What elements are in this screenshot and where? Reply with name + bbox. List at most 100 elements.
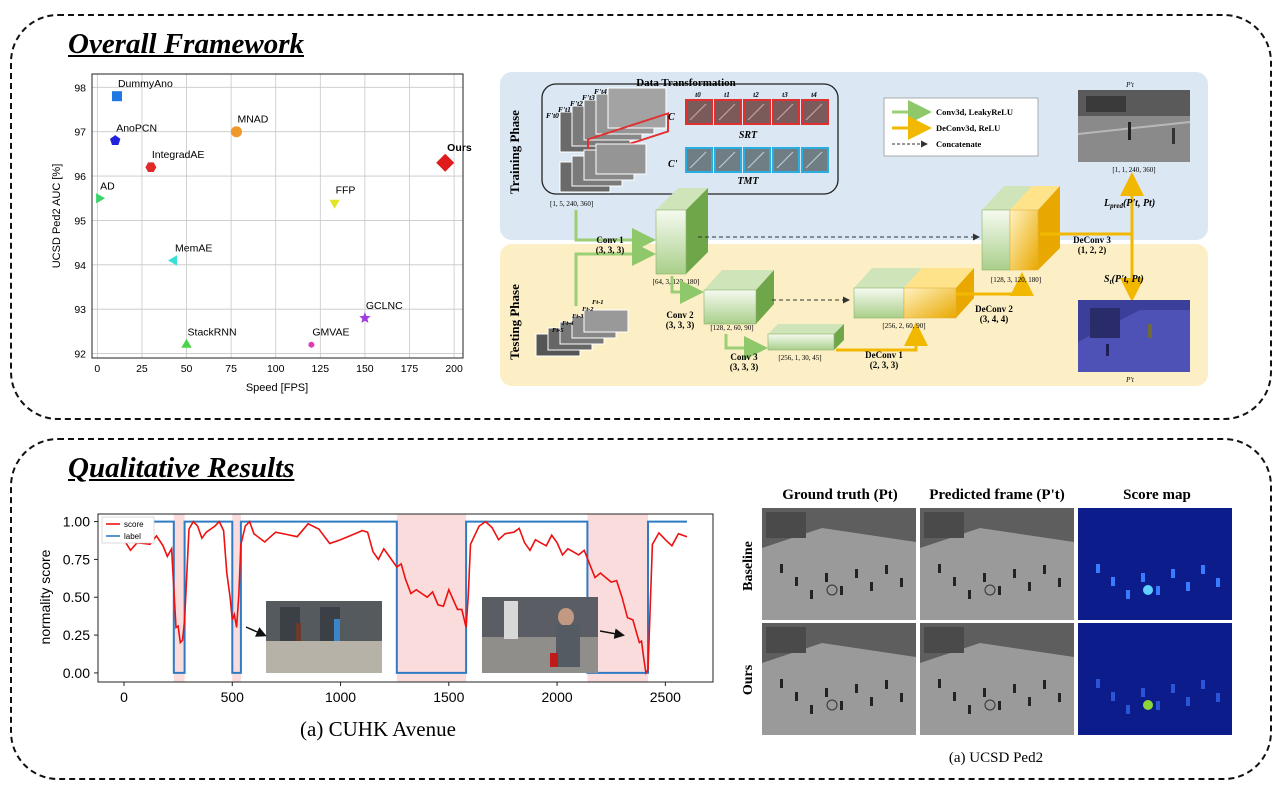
ped2-caption: (a) UCSD Ped2 <box>949 750 1043 766</box>
deconv1-label: DeConv 1 <box>865 350 903 360</box>
output-frame-test <box>1078 300 1190 372</box>
scatter-ytick: 97 <box>74 127 86 139</box>
time-label: t2 <box>753 91 759 99</box>
anomaly-band <box>232 514 241 682</box>
scatter-point-ffp <box>329 199 340 209</box>
deconv2-block <box>981 186 1060 271</box>
legend-score: score <box>124 520 144 529</box>
ped2-results-grid: Ground truth (Pt) Predicted frame (P't) … <box>740 480 1240 770</box>
ped2-cell-r2-c1 <box>762 623 916 735</box>
shape-conv1: [64, 3, 120, 180] <box>653 278 700 286</box>
scatter-label-gmvae: GMVAE <box>312 327 349 339</box>
lpred-label: Lpred(P't, Pt) <box>1103 198 1155 210</box>
ped2-cell-r1-c2 <box>920 508 1074 620</box>
deconv2-kernel: (3, 4, 4) <box>980 314 1009 324</box>
avenue-xtick: 2500 <box>650 689 681 705</box>
testing-phase-label: Testing Phase <box>507 284 522 360</box>
srt-frames <box>685 99 829 125</box>
scatter-label-integradae: IntegradAE <box>152 149 205 161</box>
shape-conv2: [128, 2, 60, 90] <box>710 324 753 332</box>
scatter-ytick: 95 <box>74 215 86 227</box>
avenue-inset-1 <box>266 601 382 673</box>
scatter-point-dummyano <box>111 91 122 102</box>
deconv1-kernel: (2, 3, 3) <box>870 360 899 370</box>
ped2-cell-r2-c2 <box>920 623 1074 735</box>
scatter-label-stackrnn: StackRNN <box>188 327 237 339</box>
anomaly-band <box>173 514 185 682</box>
train-frame-label: F't4 <box>594 87 607 96</box>
tmt-label: TMT <box>737 176 759 187</box>
train-frame-label: F't3 <box>582 93 595 102</box>
test-frame-label: Ft-3 <box>572 313 584 320</box>
ped2-col-gt: Ground truth (Pt) <box>782 487 898 503</box>
conv3-label: Conv 3 <box>730 352 758 362</box>
scatter-point-integradae <box>145 162 157 172</box>
scatter-xlabel: Speed [FPS] <box>246 382 308 394</box>
scatter-label-anopcn: AnoPCN <box>116 123 157 135</box>
tmt-frames <box>685 147 829 173</box>
scatter-xtick: 100 <box>267 363 285 375</box>
avenue-ylabel: normality score <box>37 549 53 644</box>
scatter-ytick: 92 <box>74 349 86 361</box>
training-phase-label: Training Phase <box>507 110 522 194</box>
scatter-label-memae: MemAE <box>175 242 212 254</box>
deconv1-block <box>853 268 974 319</box>
test-frame-stack <box>535 309 629 357</box>
overall-framework-title: Overall Framework <box>68 28 305 60</box>
avenue-legend: score label <box>101 516 155 544</box>
scatter-ytick: 98 <box>74 82 86 94</box>
avenue-xtick: 2000 <box>542 689 573 705</box>
architecture-diagram: Training Phase Testing Phase Data Transf… <box>500 72 1208 386</box>
conv3-kernel: (3, 3, 3) <box>730 362 759 372</box>
avenue-ytick: 0.00 <box>63 665 90 681</box>
input-shape-label: [1, 5, 240, 360] <box>550 200 593 208</box>
cp-label-1: C <box>668 112 675 123</box>
ped2-row-ours: Ours <box>741 664 756 695</box>
qualitative-results-panel <box>10 438 1272 780</box>
conv2-kernel: (3, 3, 3) <box>666 320 695 330</box>
scatter-ytick: 96 <box>74 171 86 183</box>
scatter-label-mnad: MNAD <box>237 114 268 126</box>
legend-conv: Conv3d, LeakyReLU <box>936 107 1013 117</box>
avenue-xtick: 0 <box>120 689 128 705</box>
scatter-label-ffp: FFP <box>336 185 356 197</box>
avenue-inset-2 <box>482 597 598 673</box>
scatter-point-memae <box>168 255 177 266</box>
qualitative-results-title: Qualitative Results <box>68 452 295 484</box>
ped2-cell-r1-c1 <box>762 508 916 620</box>
legend-concat: Concatenate <box>936 139 982 149</box>
time-label: t0 <box>695 91 701 99</box>
shape-output: [1, 1, 240, 360] <box>1112 166 1155 174</box>
conv3-block <box>767 324 844 351</box>
scatter-label-ad: AD <box>100 180 115 192</box>
avenue-ytick: 0.75 <box>63 551 90 567</box>
scatter-xtick: 200 <box>445 363 463 375</box>
pt-bottom-label: P't <box>1125 376 1135 384</box>
ped2-cell-r1-c3 <box>1078 508 1232 620</box>
shape-deconv2: [128, 3, 120, 180] <box>991 276 1041 284</box>
scatter-xtick: 125 <box>312 363 330 375</box>
deconv3-kernel: (1, 2, 2) <box>1078 245 1107 255</box>
scatter-xtick: 0 <box>94 363 100 375</box>
avenue-xtick: 500 <box>221 689 245 705</box>
output-frame-train <box>1077 90 1191 162</box>
train-frame-label: F't2 <box>570 99 583 108</box>
conv2-block <box>703 270 774 325</box>
test-frame-label: Ft-2 <box>582 306 594 313</box>
scatter-ylabel: UCSD Ped2 AUC [%] <box>51 164 63 269</box>
ped2-cell-r2-c3 <box>1078 623 1232 735</box>
anomaly-band <box>396 514 467 682</box>
cuhk-avenue-chart: 0 500 1000 1500 2000 2500 0.00 0.25 0.50 0.75 1.00… <box>37 513 714 741</box>
scatter-xtick: 25 <box>136 363 148 375</box>
scatter-xtick: 175 <box>401 363 419 375</box>
scatter-xtick: 75 <box>225 363 237 375</box>
scatter-point-gclnc <box>359 312 371 323</box>
score-line <box>123 520 688 676</box>
scatter-label-dummyano: DummyAno <box>118 78 173 90</box>
scatter-ytick: 94 <box>74 260 86 272</box>
scatter-xtick: 150 <box>356 363 374 375</box>
train-frame-stack <box>559 87 669 193</box>
avenue-ytick: 1.00 <box>63 514 90 530</box>
time-label: t1 <box>724 91 729 99</box>
st-label: St(P't, Pt) <box>1104 274 1144 286</box>
